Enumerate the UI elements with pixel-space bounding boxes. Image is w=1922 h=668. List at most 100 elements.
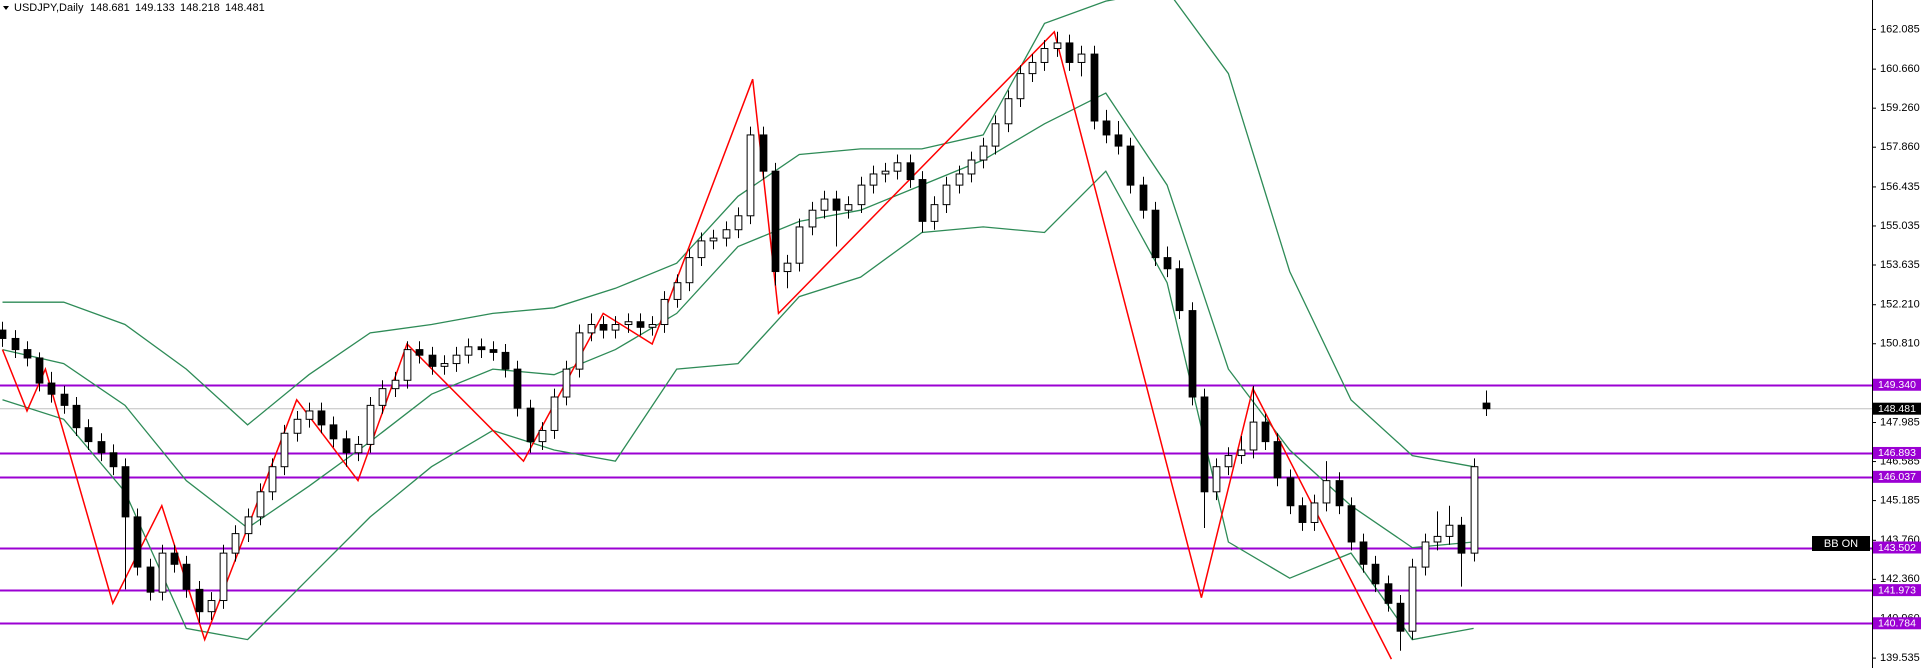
candle xyxy=(1249,385,1258,459)
candle-body xyxy=(1273,441,1282,479)
candle-body xyxy=(1188,310,1197,398)
candle-body xyxy=(1421,541,1430,568)
price-axis: 162.085 160.660 159.260 157.860 156.435 155.0… xyxy=(1872,23,1921,664)
candle-body xyxy=(329,424,338,440)
candle xyxy=(759,126,768,180)
candle xyxy=(133,508,142,576)
candle xyxy=(1212,458,1221,501)
candle xyxy=(795,218,804,272)
candle-body xyxy=(1261,421,1270,443)
bb-lower xyxy=(2,170,1474,641)
y-tick-label: 153.635 xyxy=(1880,259,1920,271)
bb-button-label[interactable]: BB ON xyxy=(1824,538,1858,550)
candle-body xyxy=(195,588,204,613)
candle-body xyxy=(1482,402,1491,410)
level-label: 149.340 xyxy=(1878,379,1916,391)
y-tick-label: 156.435 xyxy=(1880,181,1920,193)
candle xyxy=(918,171,927,233)
level-label-bg xyxy=(1873,617,1921,630)
candle xyxy=(329,416,338,448)
level-label-bg xyxy=(1873,378,1921,391)
ohlc-close: 148.481 xyxy=(225,2,265,14)
candle xyxy=(746,126,755,225)
candle-body xyxy=(280,432,289,468)
candle-body xyxy=(746,134,755,217)
candle xyxy=(501,344,510,378)
candle xyxy=(219,544,228,609)
candle-body xyxy=(1347,505,1356,543)
candle-body xyxy=(1175,268,1184,312)
candle-body xyxy=(881,170,890,175)
last-price-label: 148.481 xyxy=(1878,403,1916,415)
candle-body xyxy=(1224,455,1233,468)
candle-body xyxy=(1151,209,1160,259)
candle-body xyxy=(489,349,498,353)
candle xyxy=(477,338,486,358)
candle xyxy=(489,341,498,361)
candle xyxy=(550,388,559,439)
bb-button[interactable]: BB ON xyxy=(1812,536,1870,551)
candle-body xyxy=(550,396,559,431)
candle xyxy=(808,201,817,236)
candle-body xyxy=(378,388,387,406)
level-label: 146.037 xyxy=(1878,471,1916,483)
candle xyxy=(1347,497,1356,551)
candle xyxy=(244,508,253,542)
candle xyxy=(354,436,363,462)
candle xyxy=(231,525,240,562)
candle-body xyxy=(231,533,240,554)
candle-body xyxy=(1457,524,1466,554)
bb-button-bg[interactable] xyxy=(1812,536,1870,551)
candle-body xyxy=(869,173,878,186)
candle xyxy=(1408,558,1417,640)
candle-body xyxy=(1298,505,1307,523)
y-tick-label: 160.660 xyxy=(1880,63,1920,75)
candle xyxy=(1102,109,1111,144)
candle xyxy=(1077,45,1086,77)
candle xyxy=(906,154,915,188)
candle-body xyxy=(991,123,1000,147)
candle-body xyxy=(146,566,155,593)
candle xyxy=(158,544,167,601)
candle xyxy=(268,458,277,501)
candle xyxy=(685,249,694,292)
candle-body xyxy=(857,184,866,206)
last-price-label-bg xyxy=(1873,402,1921,415)
candle xyxy=(1040,40,1049,71)
candle-body xyxy=(624,321,633,326)
candle-body xyxy=(1053,42,1062,50)
candle-body xyxy=(158,552,167,593)
candle xyxy=(967,151,976,183)
candle-body xyxy=(955,173,964,186)
candle xyxy=(207,592,216,621)
candle-body xyxy=(930,204,939,222)
candle xyxy=(1359,533,1368,573)
bb-upper xyxy=(2,0,1474,468)
candle xyxy=(1273,433,1282,487)
candle-body xyxy=(893,162,902,172)
candle xyxy=(599,316,608,339)
candle-body xyxy=(808,209,817,228)
candle-body xyxy=(562,368,571,398)
candle xyxy=(513,360,522,417)
candle xyxy=(648,316,657,336)
candle xyxy=(1139,176,1148,219)
candle xyxy=(366,397,375,453)
candle-body xyxy=(84,427,93,443)
candle-body xyxy=(734,215,743,231)
candle xyxy=(869,165,878,194)
candle xyxy=(1237,436,1246,464)
level-label-bg xyxy=(1873,470,1921,483)
candle-body xyxy=(906,162,915,181)
candle-body xyxy=(844,204,853,211)
symbol-menu-arrow[interactable] xyxy=(3,6,9,10)
candle xyxy=(611,316,620,339)
candle xyxy=(575,324,584,378)
candle xyxy=(35,352,44,392)
candle xyxy=(1396,594,1405,651)
candle xyxy=(146,558,155,601)
candle xyxy=(1163,246,1172,278)
candle xyxy=(844,196,853,219)
ohlc-open: 148.681 xyxy=(90,2,130,14)
